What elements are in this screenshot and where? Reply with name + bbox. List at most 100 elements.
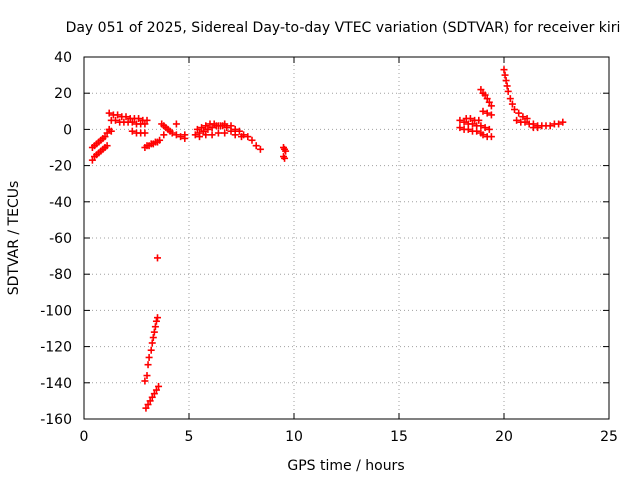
data-point	[559, 118, 567, 126]
data-point	[154, 314, 161, 322]
y-tick-label: -20	[49, 159, 72, 175]
data-point	[487, 111, 495, 119]
data-point	[487, 102, 495, 110]
data-point	[281, 154, 289, 162]
data-point	[141, 129, 149, 137]
data-point	[460, 118, 468, 126]
data-point	[483, 95, 491, 103]
data-point	[147, 346, 155, 354]
data-point	[244, 133, 252, 141]
data-point	[501, 71, 509, 79]
data-point	[464, 125, 472, 133]
data-point	[143, 372, 151, 380]
data-point	[504, 87, 512, 95]
y-tick-label: -120	[40, 340, 72, 356]
data-point	[154, 254, 161, 262]
data-point	[141, 120, 149, 128]
data-point	[210, 120, 218, 128]
data-point	[523, 115, 531, 123]
y-tick-label: 40	[54, 50, 72, 66]
data-point	[282, 147, 290, 155]
data-point	[172, 131, 180, 139]
data-point	[214, 129, 222, 137]
data-point	[142, 404, 150, 412]
data-point	[485, 125, 493, 133]
data-point	[469, 120, 476, 128]
data-point	[191, 131, 199, 139]
data-point	[479, 107, 487, 115]
data-point	[150, 390, 158, 398]
data-point	[238, 133, 245, 141]
data-point	[252, 142, 260, 150]
y-tick-label: -40	[49, 195, 72, 211]
data-point	[202, 122, 210, 130]
data-point	[152, 386, 160, 394]
y-tick-label: 20	[54, 86, 72, 102]
plot-frame	[83, 56, 610, 420]
x-tick-label: 0	[80, 429, 89, 445]
data-point	[508, 100, 516, 108]
data-point	[149, 334, 157, 342]
data-point	[503, 82, 511, 90]
data-point	[221, 129, 229, 137]
data-point	[223, 124, 231, 132]
data-point	[88, 156, 96, 164]
data-point	[485, 98, 493, 106]
data-point	[114, 111, 122, 119]
y-tick-label: -60	[49, 231, 72, 247]
y-tick-label: -140	[40, 376, 72, 392]
data-point	[208, 131, 216, 139]
data-point	[148, 393, 156, 401]
data-point	[172, 120, 180, 128]
data-point	[198, 124, 206, 132]
data-point	[168, 129, 176, 137]
data-point	[101, 133, 109, 141]
data-point	[515, 109, 523, 117]
data-point	[141, 377, 149, 385]
data-point	[227, 122, 235, 130]
y-tick-label: 0	[63, 122, 72, 138]
y-tick-label: -80	[49, 267, 72, 283]
x-tick-label: 25	[600, 429, 618, 445]
data-point	[112, 116, 119, 124]
data-point	[208, 124, 216, 132]
data-point	[473, 127, 481, 135]
data-point	[483, 109, 491, 117]
data-point	[477, 86, 485, 94]
data-point	[160, 131, 168, 139]
grid	[84, 57, 609, 419]
data-point	[513, 116, 521, 124]
x-tick-label: 5	[185, 429, 194, 445]
axis-ticks: 0 5 10 15 20 25 -160 -140 -120 -100 -80 -60 -40 -20 0 2…	[40, 50, 618, 445]
data-point	[156, 136, 164, 144]
data-point	[202, 131, 210, 139]
data-point	[152, 317, 160, 325]
data-point	[521, 118, 529, 126]
x-axis-label: GPS time / hours	[287, 458, 404, 474]
x-tick-label: 20	[495, 429, 513, 445]
data-point	[128, 127, 136, 135]
data-point	[231, 131, 239, 139]
data-point	[219, 122, 227, 130]
data-points	[88, 66, 567, 412]
data-point	[105, 109, 113, 117]
y-tick-label: -160	[40, 412, 72, 428]
data-point	[456, 124, 464, 132]
data-point	[466, 115, 474, 123]
data-point	[150, 328, 158, 336]
data-point	[487, 133, 495, 141]
data-point	[555, 120, 563, 128]
data-point	[481, 91, 489, 99]
data-point	[181, 131, 189, 139]
data-point	[200, 127, 208, 135]
y-axis-label: SDTVAR / TECUs	[6, 181, 22, 296]
data-point	[144, 361, 152, 369]
data-point	[145, 353, 153, 361]
x-tick-label: 10	[285, 429, 303, 445]
data-point	[511, 105, 518, 113]
data-point	[519, 113, 527, 121]
data-point	[502, 77, 510, 85]
data-point	[148, 339, 156, 347]
data-point	[103, 142, 111, 150]
